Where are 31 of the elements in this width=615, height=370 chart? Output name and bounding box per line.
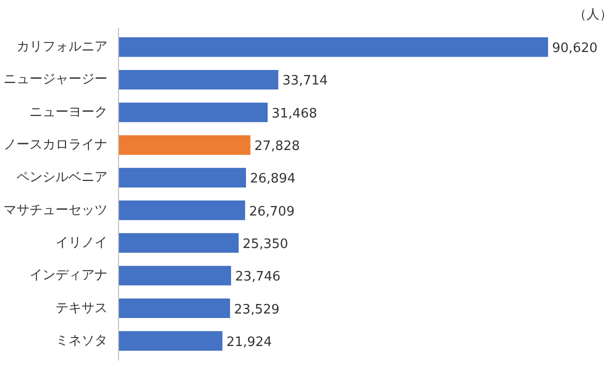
bar (118, 331, 222, 351)
data-label: 90,620 (552, 41, 598, 56)
y-tick-label: ミネソタ (56, 333, 108, 348)
data-label: 25,350 (242, 236, 288, 252)
data-label: 23,746 (235, 270, 281, 285)
bar (118, 233, 239, 253)
y-tick-label: カリフォルニア (16, 40, 108, 55)
y-tick-label: マサチューセッツ (4, 202, 108, 218)
y-tick-label: ペンシルベニア (16, 170, 108, 186)
data-label: 26,894 (250, 172, 296, 187)
bar (118, 200, 246, 220)
bar (118, 168, 246, 188)
bar (118, 70, 278, 90)
bar (118, 298, 230, 318)
text: （人） (574, 8, 612, 22)
y-tick-label: ニュージャージー (4, 72, 108, 88)
y-tick-label: インディアナ (30, 268, 108, 284)
y-tick-label: ノースカロライナ (4, 138, 108, 153)
y-tick-label: テキサス (56, 300, 108, 316)
bar (118, 266, 232, 286)
bar (118, 37, 548, 57)
y-tick-label: ニューヨーク (30, 104, 108, 120)
bar (118, 135, 250, 155)
data-label: 27,828 (254, 139, 300, 154)
data-label: 21,924 (226, 334, 272, 350)
data-label: 31,468 (272, 106, 318, 122)
data-label: 26,709 (249, 204, 295, 220)
data-label: 23,529 (234, 302, 280, 318)
data-label: 33,714 (282, 74, 328, 89)
y-tick-label: イリノイ (56, 235, 108, 250)
bar (118, 102, 268, 122)
